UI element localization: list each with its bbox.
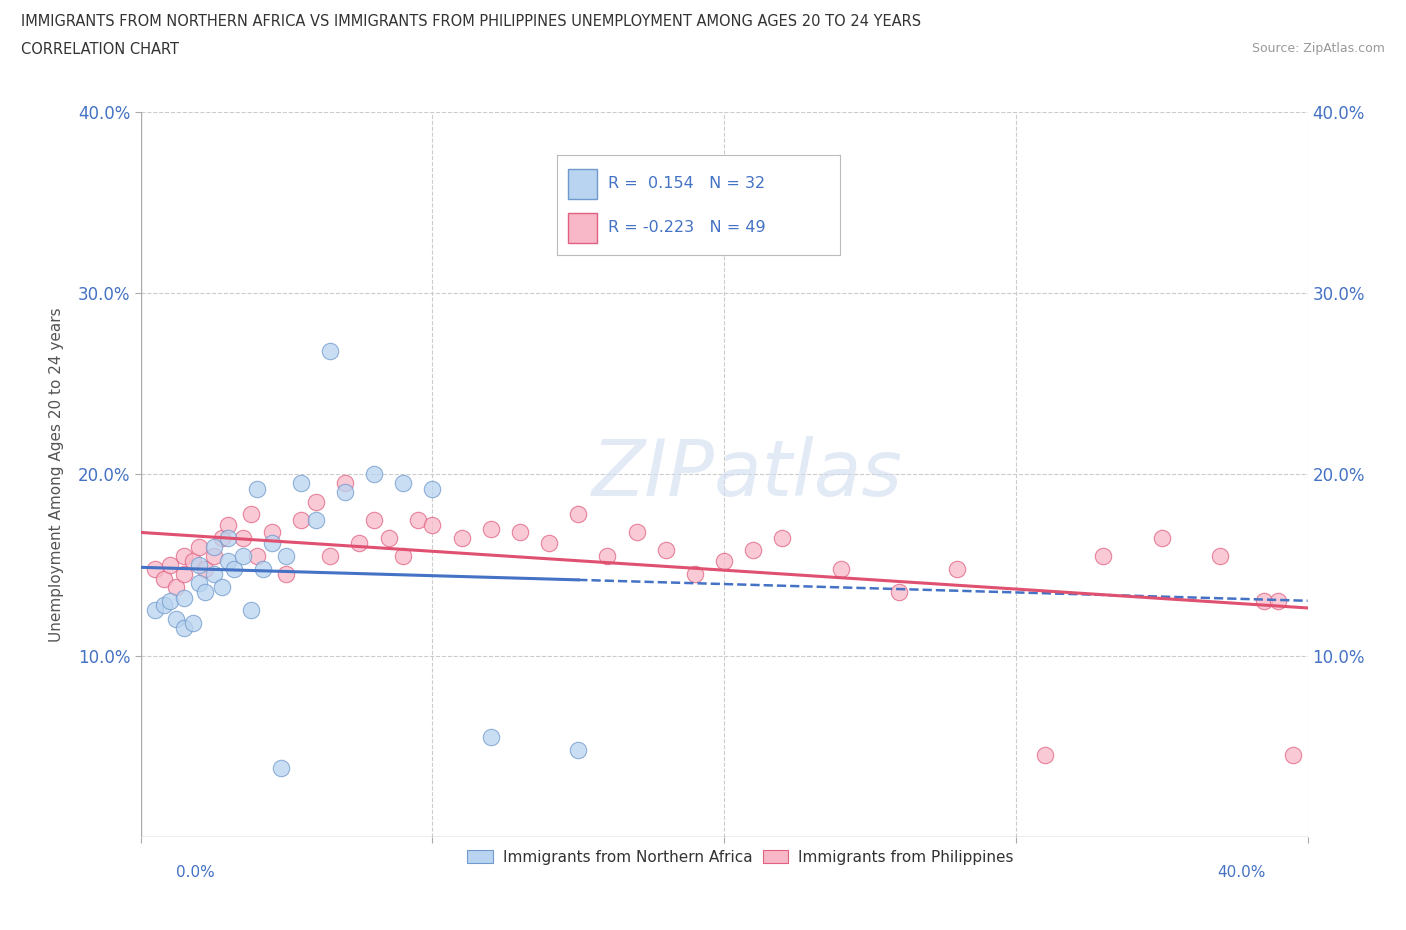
Point	[655, 543, 678, 558]
Point	[246, 549, 269, 564]
Point	[143, 603, 166, 618]
Point	[173, 549, 195, 564]
Point	[153, 572, 176, 587]
Point	[165, 612, 187, 627]
Point	[246, 482, 269, 497]
Point	[509, 525, 531, 539]
Point	[1282, 748, 1305, 763]
Point	[422, 482, 444, 497]
Point	[567, 507, 589, 522]
Text: 40.0%: 40.0%	[1218, 865, 1265, 880]
Point	[202, 549, 225, 564]
Point	[202, 539, 225, 554]
Point	[217, 518, 239, 533]
Point	[181, 554, 204, 569]
Point	[1267, 594, 1289, 609]
Point	[159, 594, 181, 609]
Point	[406, 512, 429, 527]
Point	[276, 566, 298, 581]
Text: ZIPatlas: ZIPatlas	[592, 436, 903, 512]
Point	[422, 518, 444, 533]
Point	[252, 561, 274, 576]
Point	[1092, 549, 1115, 564]
Point	[276, 549, 298, 564]
Point	[1253, 594, 1275, 609]
Text: R = -0.223   N = 49: R = -0.223 N = 49	[609, 220, 766, 235]
Bar	[568, 213, 596, 243]
Point	[260, 525, 283, 539]
Text: R =  0.154   N = 32: R = 0.154 N = 32	[609, 176, 765, 192]
Point	[222, 561, 245, 576]
Point	[377, 530, 399, 545]
Point	[173, 591, 195, 605]
Point	[165, 579, 187, 594]
Point	[173, 566, 195, 581]
Point	[450, 530, 472, 545]
Point	[319, 343, 342, 358]
Point	[240, 603, 263, 618]
Point	[479, 521, 502, 536]
Point	[217, 554, 239, 569]
Point	[538, 536, 561, 551]
Point	[1150, 530, 1173, 545]
Point	[889, 585, 911, 600]
Point	[290, 512, 312, 527]
Point	[626, 525, 648, 539]
Point	[596, 549, 619, 564]
Point	[232, 530, 254, 545]
Point	[479, 730, 502, 745]
Point	[211, 579, 233, 594]
Y-axis label: Unemployment Among Ages 20 to 24 years: Unemployment Among Ages 20 to 24 years	[49, 307, 63, 642]
Point	[683, 566, 706, 581]
Point	[173, 621, 195, 636]
Point	[194, 585, 217, 600]
Point	[363, 512, 385, 527]
Point	[188, 558, 211, 573]
Text: 0.0%: 0.0%	[176, 865, 215, 880]
Point	[202, 566, 225, 581]
Point	[270, 761, 292, 776]
Point	[946, 561, 969, 576]
Point	[153, 597, 176, 612]
Point	[567, 742, 589, 757]
Point	[392, 476, 415, 491]
Point	[240, 507, 263, 522]
Text: Source: ZipAtlas.com: Source: ZipAtlas.com	[1251, 42, 1385, 55]
Point	[772, 530, 794, 545]
Point	[232, 549, 254, 564]
Point	[742, 543, 765, 558]
Bar	[568, 168, 596, 199]
Point	[143, 561, 166, 576]
Text: Immigrants from Northern Africa: Immigrants from Northern Africa	[503, 850, 752, 865]
Point	[392, 549, 415, 564]
Point	[363, 467, 385, 482]
Point	[217, 530, 239, 545]
Point	[188, 576, 211, 591]
Point	[305, 512, 328, 527]
Point	[713, 554, 735, 569]
Point	[181, 616, 204, 631]
Point	[305, 494, 328, 509]
Text: Immigrants from Philippines: Immigrants from Philippines	[799, 850, 1014, 865]
Point	[260, 536, 283, 551]
Point	[1033, 748, 1056, 763]
Point	[349, 536, 371, 551]
Point	[319, 549, 342, 564]
Text: CORRELATION CHART: CORRELATION CHART	[21, 42, 179, 57]
Point	[1209, 549, 1232, 564]
Point	[194, 561, 217, 576]
Point	[159, 558, 181, 573]
Point	[290, 476, 312, 491]
Point	[188, 539, 211, 554]
Point	[830, 561, 852, 576]
Text: IMMIGRANTS FROM NORTHERN AFRICA VS IMMIGRANTS FROM PHILIPPINES UNEMPLOYMENT AMON: IMMIGRANTS FROM NORTHERN AFRICA VS IMMIG…	[21, 14, 921, 29]
Point	[211, 530, 233, 545]
Point	[333, 485, 356, 500]
Point	[333, 476, 356, 491]
